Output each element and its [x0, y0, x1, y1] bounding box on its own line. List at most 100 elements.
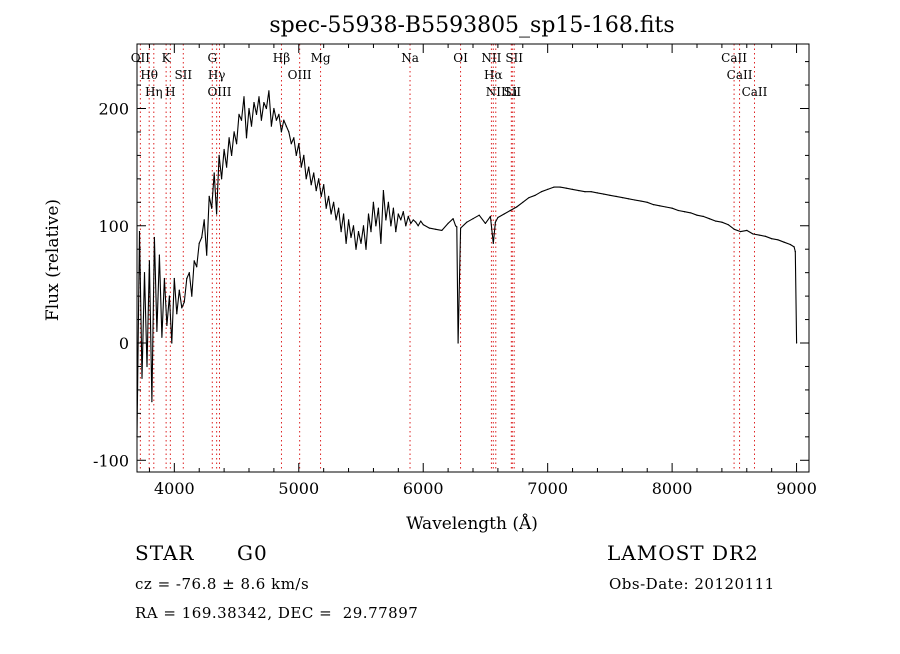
data-point: [746, 229, 748, 231]
line-label: Hη: [145, 85, 163, 99]
data-point: [218, 154, 220, 156]
data-point: [153, 236, 155, 239]
data-point: [417, 225, 419, 227]
data-point: [181, 307, 183, 309]
data-point: [456, 226, 458, 228]
data-point: [328, 195, 330, 197]
data-point: [727, 224, 729, 226]
data-point: [303, 154, 305, 156]
data-point: [609, 194, 611, 196]
data-point: [400, 219, 402, 221]
data-point: [428, 227, 430, 229]
data-point: [715, 220, 717, 222]
spectrum-series: [136, 90, 798, 438]
data-point: [340, 231, 342, 233]
data-point: [407, 215, 409, 217]
data-point: [173, 277, 175, 280]
data-point: [325, 207, 327, 209]
line-label: CaII: [727, 68, 753, 82]
line-label: CaII: [721, 51, 747, 65]
data-point: [156, 330, 158, 332]
data-point: [308, 166, 310, 168]
data-point: [671, 207, 673, 209]
line-label: Mg: [311, 51, 331, 65]
data-point: [516, 206, 518, 208]
data-point: [410, 222, 412, 224]
data-point: [231, 154, 233, 156]
data-point: [352, 225, 355, 227]
data-point: [148, 260, 150, 262]
data-point: [447, 222, 449, 224]
data-point: [553, 186, 555, 188]
data-point: [395, 231, 397, 233]
data-point: [377, 207, 379, 209]
y-axis-ticks: -100 0 100 200: [93, 61, 809, 470]
data-point: [253, 102, 255, 104]
data-point: [372, 201, 374, 203]
data-point: [221, 178, 223, 180]
data-point: [603, 193, 605, 195]
line-label: Hα: [484, 68, 503, 82]
data-point: [392, 207, 394, 209]
line-label: Li: [505, 85, 517, 99]
line-label: Hγ: [208, 68, 226, 82]
line-label: OI: [453, 51, 468, 65]
spectrum-line: [136, 90, 798, 437]
data-point: [265, 107, 267, 110]
data-point: [534, 194, 536, 196]
data-point: [290, 143, 292, 145]
data-point: [228, 137, 230, 139]
data-point: [634, 199, 636, 201]
data-point: [138, 231, 141, 233]
data-point: [191, 295, 193, 297]
data-point: [268, 90, 270, 92]
line-label: G: [207, 51, 217, 65]
data-point: [503, 213, 505, 215]
line-markers: [139, 44, 755, 472]
line-label: SII: [505, 51, 523, 65]
y-axis-label: Flux (relative): [43, 199, 63, 321]
data-point: [203, 219, 205, 221]
data-point: [183, 301, 185, 303]
obs-date: Obs-Date: 20120111: [609, 575, 775, 593]
data-point: [151, 401, 153, 403]
data-point: [243, 96, 245, 98]
data-point: [382, 190, 384, 192]
data-point: [740, 231, 742, 233]
data-point: [141, 377, 143, 379]
line-label: NII: [486, 85, 506, 99]
data-point: [455, 225, 457, 227]
data-point: [489, 215, 491, 217]
spectral-subclass: G0: [237, 541, 268, 565]
data-point: [213, 172, 215, 174]
data-point: [233, 131, 235, 133]
data-point: [646, 201, 648, 203]
data-point: [380, 242, 382, 244]
data-point: [628, 198, 630, 200]
data-point: [367, 213, 370, 215]
data-point: [333, 201, 335, 203]
data-point: [146, 365, 148, 368]
data-point: [211, 207, 213, 209]
data-point: [796, 342, 798, 344]
data-point: [385, 219, 387, 221]
data-point: [310, 184, 312, 186]
data-point: [240, 119, 243, 121]
data-point: [509, 209, 511, 212]
data-point: [278, 113, 280, 115]
data-point: [547, 188, 549, 190]
data-point: [186, 277, 188, 280]
data-point: [387, 201, 389, 203]
data-point: [161, 336, 163, 338]
x-axis-ticks: 4000 5000 6000 7000 8000 9000: [148, 44, 817, 498]
data-point: [565, 187, 567, 189]
data-point: [559, 186, 561, 188]
data-point: [684, 211, 686, 213]
data-point: [313, 172, 315, 174]
data-point: [777, 239, 779, 241]
line-label: SII: [174, 68, 192, 82]
data-point: [405, 225, 407, 227]
data-point: [402, 211, 404, 213]
data-point: [176, 313, 178, 315]
